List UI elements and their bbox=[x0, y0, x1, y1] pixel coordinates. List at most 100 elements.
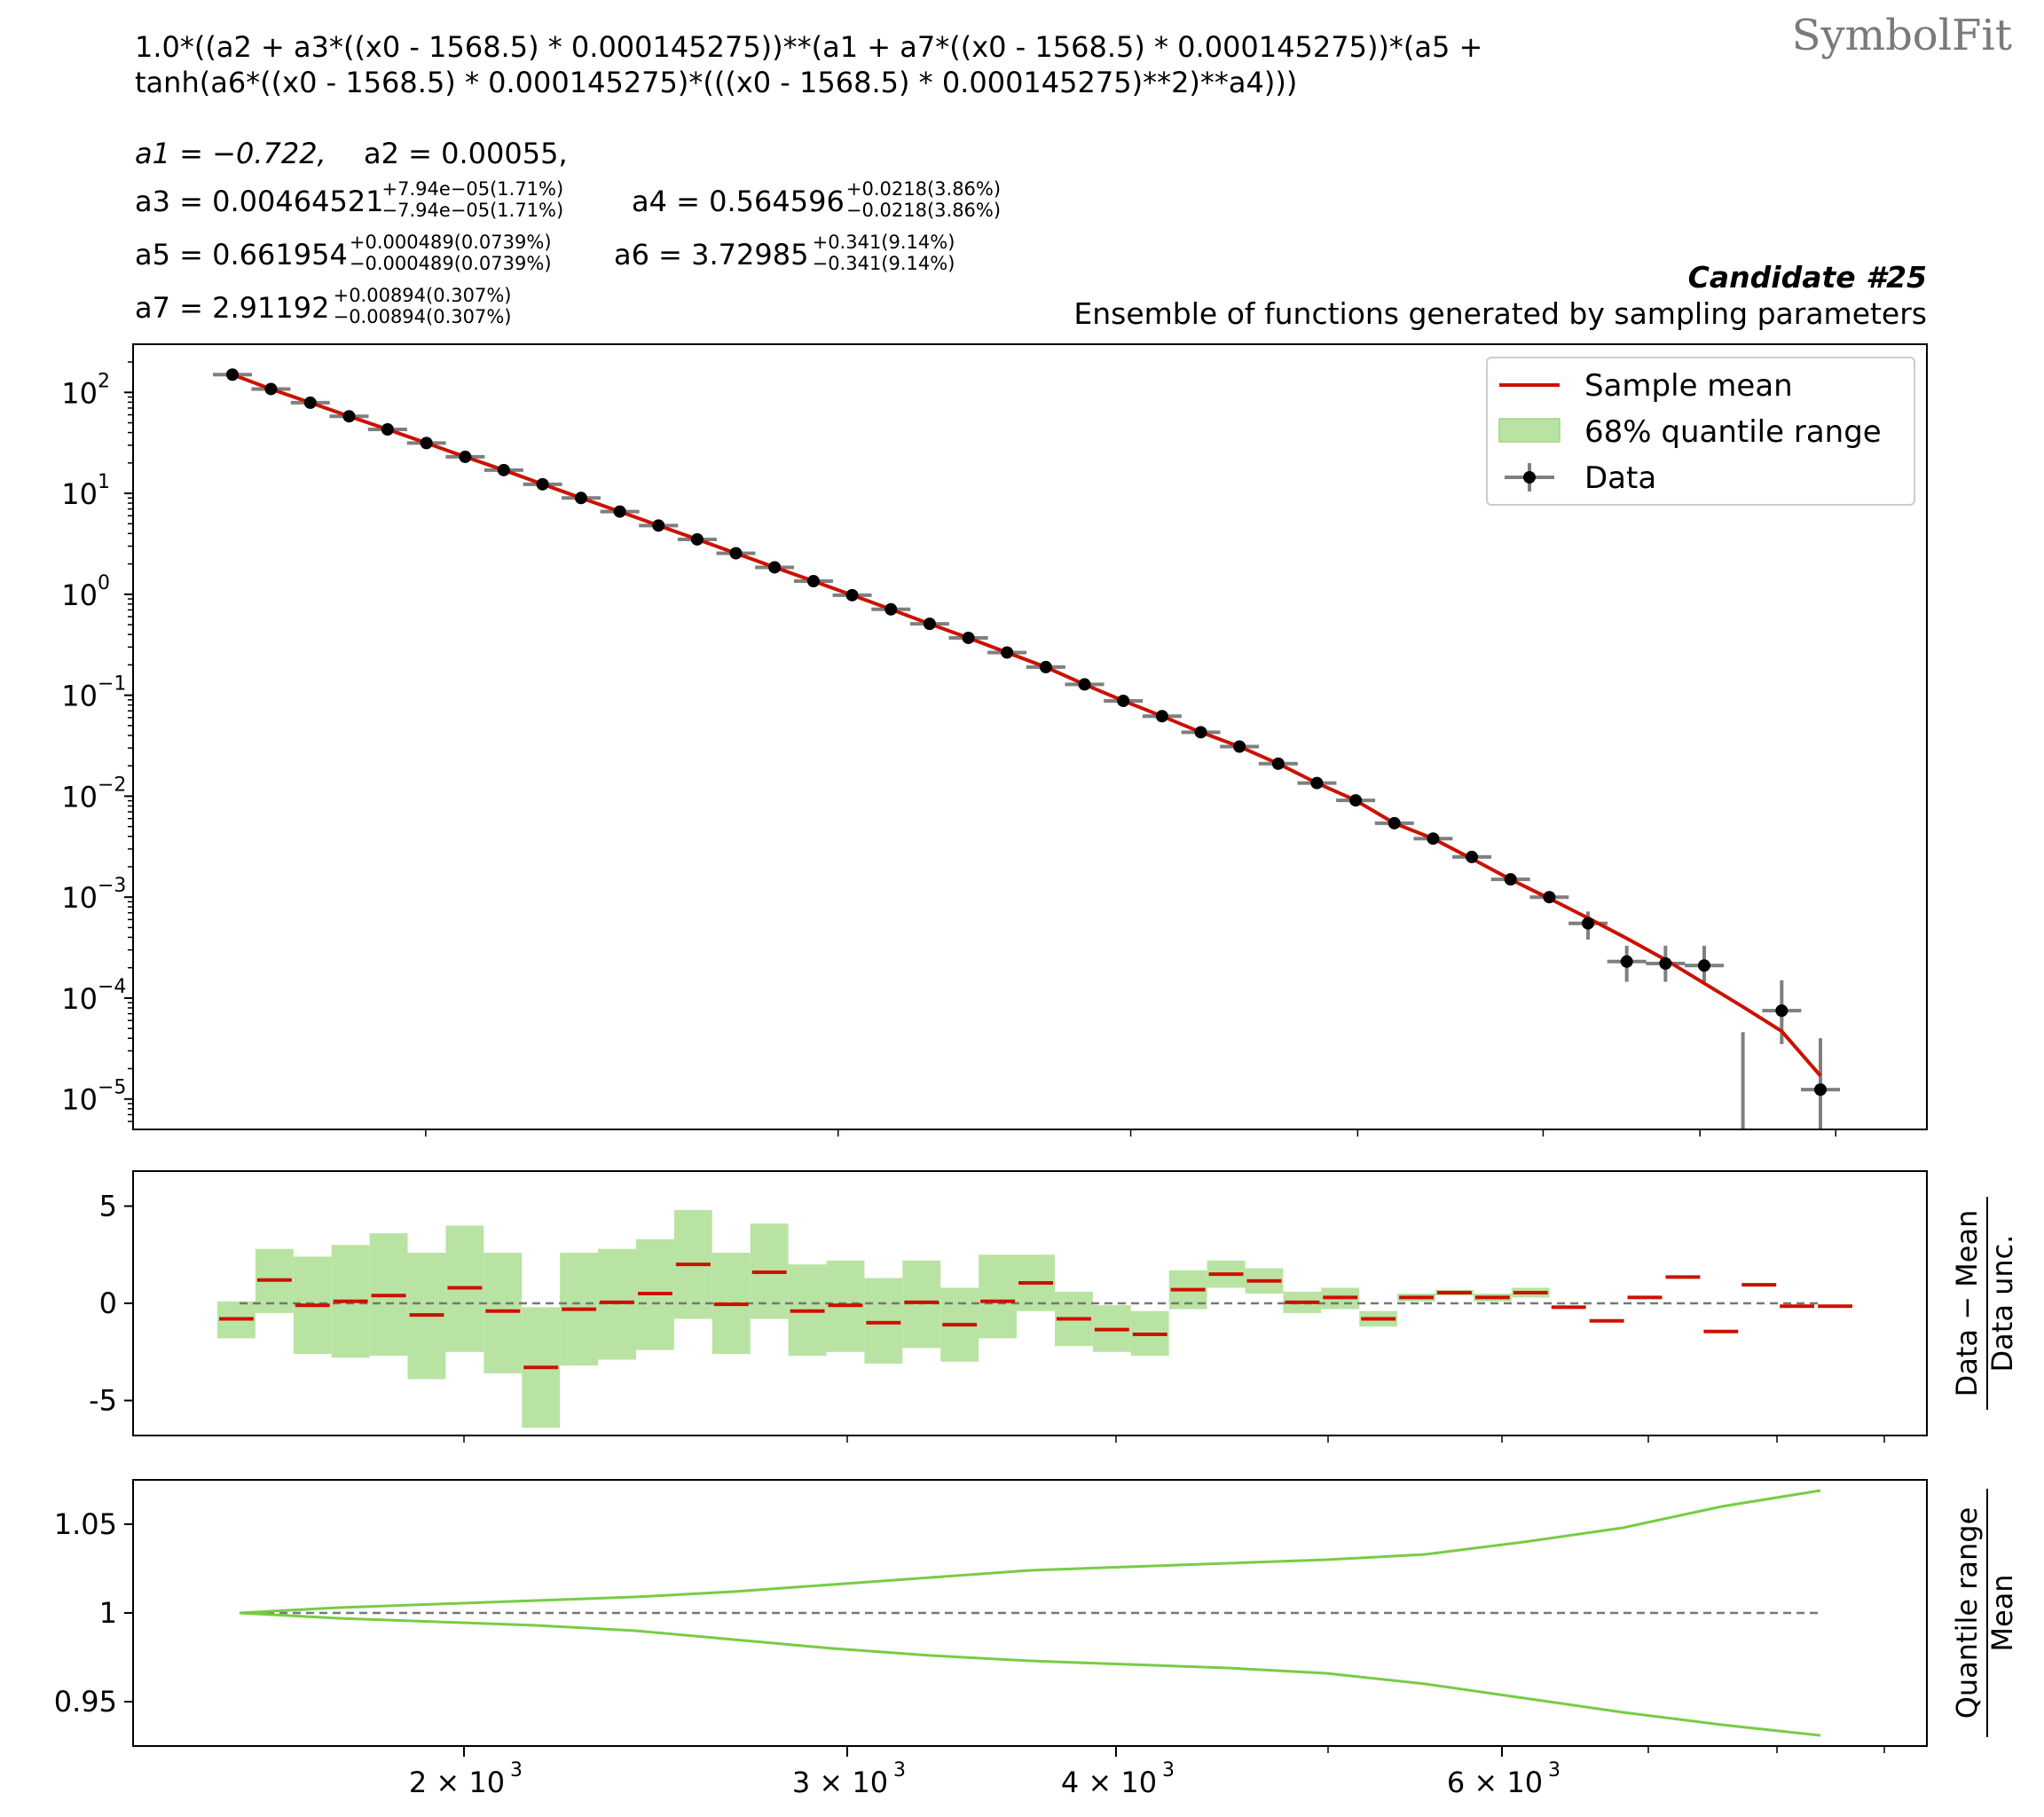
res-y-tick-label: 5 bbox=[99, 1189, 117, 1223]
x-tick-label: 3 × 10 bbox=[792, 1766, 888, 1799]
x-tick-exponent: 3 bbox=[510, 1759, 523, 1782]
legend: Sample mean 68% quantile range Data bbox=[1486, 357, 1915, 506]
candidate-title: Candidate #25 bbox=[1688, 260, 1927, 295]
y-tick-exponent: −4 bbox=[98, 976, 126, 998]
y-tick-label: 10 bbox=[61, 477, 98, 511]
res-y-tick-label: -5 bbox=[89, 1384, 117, 1418]
data-point bbox=[729, 547, 743, 560]
data-point bbox=[1504, 873, 1517, 886]
data-point bbox=[303, 396, 317, 409]
x-tick-label: 4 × 10 bbox=[1061, 1766, 1157, 1799]
chart-subtitle: Ensemble of functions generated by sampl… bbox=[1073, 296, 1927, 331]
param-a3-value: a3 = 0.00464521 bbox=[135, 185, 384, 218]
legend-mean-label: Sample mean bbox=[1584, 368, 1793, 404]
legend-data-label: Data bbox=[1584, 460, 1656, 496]
data-point bbox=[1427, 832, 1440, 846]
data-point bbox=[1310, 776, 1324, 790]
param-a5-up: +0.000489(0.0739%) bbox=[350, 232, 552, 253]
legend-box bbox=[1486, 357, 1915, 506]
data-point bbox=[1388, 816, 1401, 830]
data-point bbox=[1194, 726, 1207, 739]
data-point bbox=[420, 437, 433, 450]
residual-band bbox=[483, 1253, 523, 1373]
data-point bbox=[613, 505, 626, 518]
param-a3-down: −7.94e−05(1.71%) bbox=[382, 200, 564, 221]
y-tick-label: 10 bbox=[61, 578, 98, 612]
x-tick-exponent: 3 bbox=[1548, 1759, 1561, 1782]
formula-line-2: tanh(a6*((x0 - 1568.5) * 0.000145275)*((… bbox=[135, 66, 1297, 99]
q-frame bbox=[132, 1479, 1928, 1747]
data-point bbox=[1271, 757, 1285, 770]
data-point bbox=[1659, 957, 1672, 971]
param-a2: a2 = 0.00055, bbox=[364, 137, 568, 170]
res-y-tick-label: 0 bbox=[99, 1286, 117, 1320]
res-ylabel-denominator: Data unc. bbox=[1985, 1235, 2019, 1373]
param-a7-up: +0.00894(0.307%) bbox=[334, 285, 512, 306]
data-point bbox=[845, 588, 859, 602]
x-tick-exponent: 3 bbox=[893, 1759, 906, 1782]
param-a6-value: a6 = 3.72985 bbox=[614, 238, 808, 271]
data-point bbox=[690, 532, 704, 546]
y-tick-exponent: −5 bbox=[98, 1077, 126, 1099]
y-tick-label: 10 bbox=[61, 982, 98, 1016]
residual-band bbox=[979, 1255, 1018, 1339]
res-frame bbox=[132, 1170, 1928, 1436]
data-point bbox=[226, 368, 239, 381]
quantile-upper-line bbox=[239, 1489, 1821, 1615]
data-point bbox=[536, 477, 549, 491]
y-tick-exponent: 1 bbox=[98, 471, 110, 493]
data-point bbox=[652, 519, 665, 532]
param-a7-value: a7 = 2.91192 bbox=[135, 291, 329, 325]
data-point bbox=[1582, 916, 1595, 930]
main-plot-area bbox=[213, 368, 1840, 1129]
data-point bbox=[1620, 955, 1633, 968]
main-frame bbox=[132, 343, 1928, 1130]
data-point bbox=[884, 602, 898, 616]
res-ylabel-numerator: Data − Mean bbox=[1950, 1210, 1984, 1397]
q-y-tick-label: 0.95 bbox=[54, 1685, 117, 1719]
y-tick-label: 10 bbox=[61, 780, 98, 814]
x-tick-label: 2 × 10 bbox=[409, 1766, 505, 1799]
y-tick-label: 10 bbox=[61, 881, 98, 915]
param-a5-value: a5 = 0.661954 bbox=[135, 238, 348, 271]
data-point bbox=[1155, 710, 1168, 723]
data-point bbox=[1814, 1083, 1827, 1097]
parameter-values: a3 = 0.00464521+7.94e−05(1.71%)−7.94e−05… bbox=[135, 178, 1001, 327]
residual-plot-panel: 5 0 -5 Data − Mean Data unc. bbox=[89, 1170, 2019, 1443]
data-point bbox=[768, 561, 782, 574]
data-point bbox=[1543, 891, 1556, 904]
y-tick-exponent: 2 bbox=[98, 370, 110, 392]
param-a1: a1 = −0.722, bbox=[135, 137, 326, 170]
x-tick-label: 6 × 10 bbox=[1447, 1766, 1543, 1799]
residual-band bbox=[864, 1278, 903, 1364]
data-point bbox=[574, 492, 587, 505]
brand-logo: SymbolFit bbox=[1792, 11, 2012, 60]
data-point bbox=[1078, 678, 1091, 691]
param-a6-down: −0.341(9.14%) bbox=[813, 253, 955, 274]
res-plot-area bbox=[217, 1209, 1852, 1428]
param-a3-up: +7.94e−05(1.71%) bbox=[382, 178, 564, 200]
data-point bbox=[459, 450, 472, 463]
data-point bbox=[264, 382, 278, 396]
param-a4-value: a4 = 0.564596 bbox=[632, 185, 845, 218]
legend-data-marker bbox=[1523, 471, 1536, 484]
data-point bbox=[1349, 794, 1363, 807]
data-point bbox=[1117, 694, 1130, 707]
formula-line-1: 1.0*((a2 + a3*((x0 - 1568.5) * 0.0001452… bbox=[135, 30, 1482, 64]
legend-band-label: 68% quantile range bbox=[1584, 414, 1882, 450]
legend-band-swatch bbox=[1498, 418, 1561, 443]
data-point bbox=[1697, 959, 1710, 972]
data-point bbox=[806, 575, 820, 588]
data-point bbox=[381, 422, 394, 436]
data-point bbox=[962, 631, 975, 644]
y-tick-label: 10 bbox=[61, 1083, 98, 1117]
param-a7-down: −0.00894(0.307%) bbox=[334, 306, 512, 327]
data-point bbox=[1775, 1004, 1788, 1018]
data-point bbox=[923, 617, 936, 631]
quantile-lower-line bbox=[239, 1611, 1821, 1737]
q-ylabel-denominator: Mean bbox=[1985, 1574, 2019, 1651]
y-tick-exponent: −2 bbox=[98, 774, 126, 796]
x-tick-exponent: 3 bbox=[1162, 1759, 1175, 1782]
